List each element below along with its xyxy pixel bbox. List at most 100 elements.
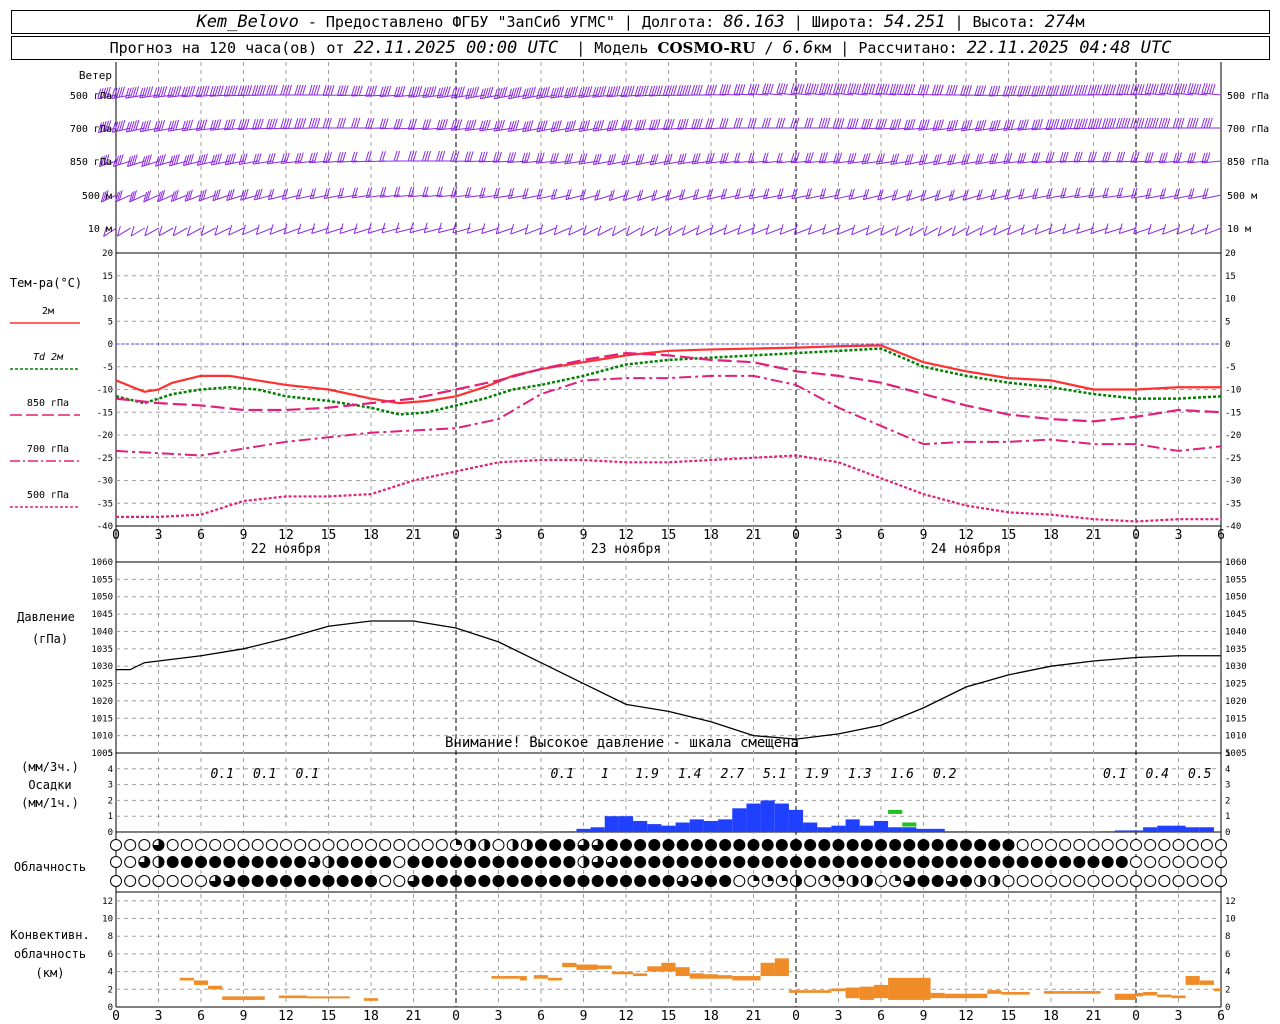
precip-3h-label: 0.1 [253, 767, 276, 782]
model-label: Модель [594, 39, 649, 57]
wind-barb-flag [804, 152, 809, 164]
day-label: 23 ноября [591, 542, 661, 557]
wind-barb-shaft [1204, 227, 1222, 235]
wind-barb-flag [1163, 83, 1168, 94]
wind-barb-flag [1202, 188, 1207, 199]
wind-barb-flag [280, 84, 285, 96]
wind-barb-flag [455, 151, 460, 162]
cloud-symbol [903, 856, 916, 868]
wind-barb-flag [843, 83, 848, 95]
wind-barb-flag [597, 153, 602, 164]
wind-barb-flag [578, 87, 583, 98]
wind-barb-flag [104, 120, 109, 131]
precip-3h-label: 0.5 [1188, 767, 1212, 782]
conv-bar [208, 985, 223, 990]
wind-barb-flag [253, 189, 258, 201]
wind-barb-flag [367, 223, 372, 234]
wind-barb-flag [467, 120, 472, 131]
wind-barb-flag [634, 120, 639, 131]
cloud-symbol [294, 875, 307, 887]
cloud-symbol [1101, 875, 1114, 887]
wind-barb-flag [639, 85, 644, 97]
wind-barb-flag [899, 84, 904, 95]
wind-barb-shaft [437, 94, 457, 99]
hour-tick-label-bottom: 0 [452, 1009, 460, 1024]
wind-barb-flag [696, 118, 701, 129]
wind-barb-flag [387, 85, 392, 97]
wind-barb-flag [118, 86, 123, 98]
cloud-symbol [435, 856, 448, 868]
wind-barb-flag [623, 120, 628, 131]
wind-barb-shaft [932, 127, 953, 132]
wind-barb-flag [1189, 117, 1194, 129]
wind-barb-flag [1203, 83, 1208, 94]
wind-barb-flag [1175, 152, 1180, 163]
wind-barb-shaft [422, 194, 443, 198]
precip-bar [788, 809, 804, 832]
conv-bar [859, 986, 874, 1000]
wind-barb-flag [1083, 118, 1088, 129]
wind-barb-flag [427, 86, 432, 98]
cloud-symbol [1045, 875, 1057, 887]
wind-barb-flag [892, 83, 897, 95]
wind-barb-flag [808, 188, 812, 199]
wind-barb-flag [1059, 85, 1064, 96]
pres-tick-left: 1025 [91, 680, 113, 690]
wind-barb-flag [923, 119, 928, 130]
wind-barb-flag [637, 85, 642, 97]
wind-barb-shaft [311, 227, 330, 234]
wind-barb-flag [554, 152, 559, 164]
wind-barb-flag [555, 120, 560, 131]
wind-barb-flag [552, 153, 557, 164]
wind-barb-flag [836, 188, 841, 199]
wind-barb-flag [847, 153, 852, 164]
wind-barb-flag [937, 225, 942, 236]
wind-barb-flag [536, 188, 541, 200]
wind-barb-flag [724, 84, 729, 95]
wind-barb-shaft [947, 160, 967, 166]
wind-barb-flag [653, 119, 658, 130]
wind-barb-flag [167, 87, 172, 98]
conv-bar [533, 975, 549, 979]
wind-barb-flag [903, 119, 908, 131]
cloud-symbol [761, 839, 774, 851]
wind-barb-shaft [339, 227, 358, 234]
cloud-symbol [450, 875, 462, 887]
wind-barb-flag [611, 119, 616, 131]
prec-tick-right: 2 [1225, 796, 1230, 806]
hour-tick-label-bottom: 6 [877, 1009, 885, 1024]
precip-bar [732, 808, 747, 832]
wind-barb-flag [908, 119, 913, 130]
wind-barb-shaft [467, 227, 485, 234]
wind-barb-flag [1090, 118, 1095, 129]
pres-tick-left: 1030 [91, 662, 113, 672]
wind-barb-flag [1190, 188, 1195, 199]
wind-barb-flag [451, 88, 455, 99]
cloud-symbol [960, 875, 972, 887]
wind-barb-shaft [1032, 194, 1052, 200]
wind-barb-flag [226, 85, 231, 96]
wind-barb-flag [367, 151, 372, 162]
temp-tick-left: -5 [102, 363, 113, 373]
wind-barb-flag [410, 186, 415, 197]
wind-barb-flag [804, 117, 809, 129]
wind-barb-flag [382, 186, 387, 198]
hour-tick-label-bottom: 18 [1043, 1009, 1059, 1024]
wind-barb-flag [1006, 188, 1011, 199]
wind-barb-flag [104, 190, 109, 201]
wind-barb-flag [1003, 120, 1008, 131]
wind-barb-flag [342, 151, 347, 163]
wind-barb-flag [1173, 188, 1178, 199]
wind-barb-flag [698, 118, 703, 129]
cloud-symbol [974, 839, 987, 851]
wind-barb-flag [1087, 118, 1092, 129]
wind-barb-flag [656, 119, 661, 130]
cloud-symbol [1186, 875, 1199, 887]
conv-tick-right: 12 [1225, 897, 1236, 907]
wind-barb-shaft [1201, 160, 1222, 164]
cloud-symbol [280, 875, 292, 887]
pres-tick-right: 1050 [1225, 593, 1247, 603]
wind-barb-flag [705, 118, 710, 129]
wind-barb-flag [299, 152, 304, 163]
precip-bar [888, 827, 903, 832]
